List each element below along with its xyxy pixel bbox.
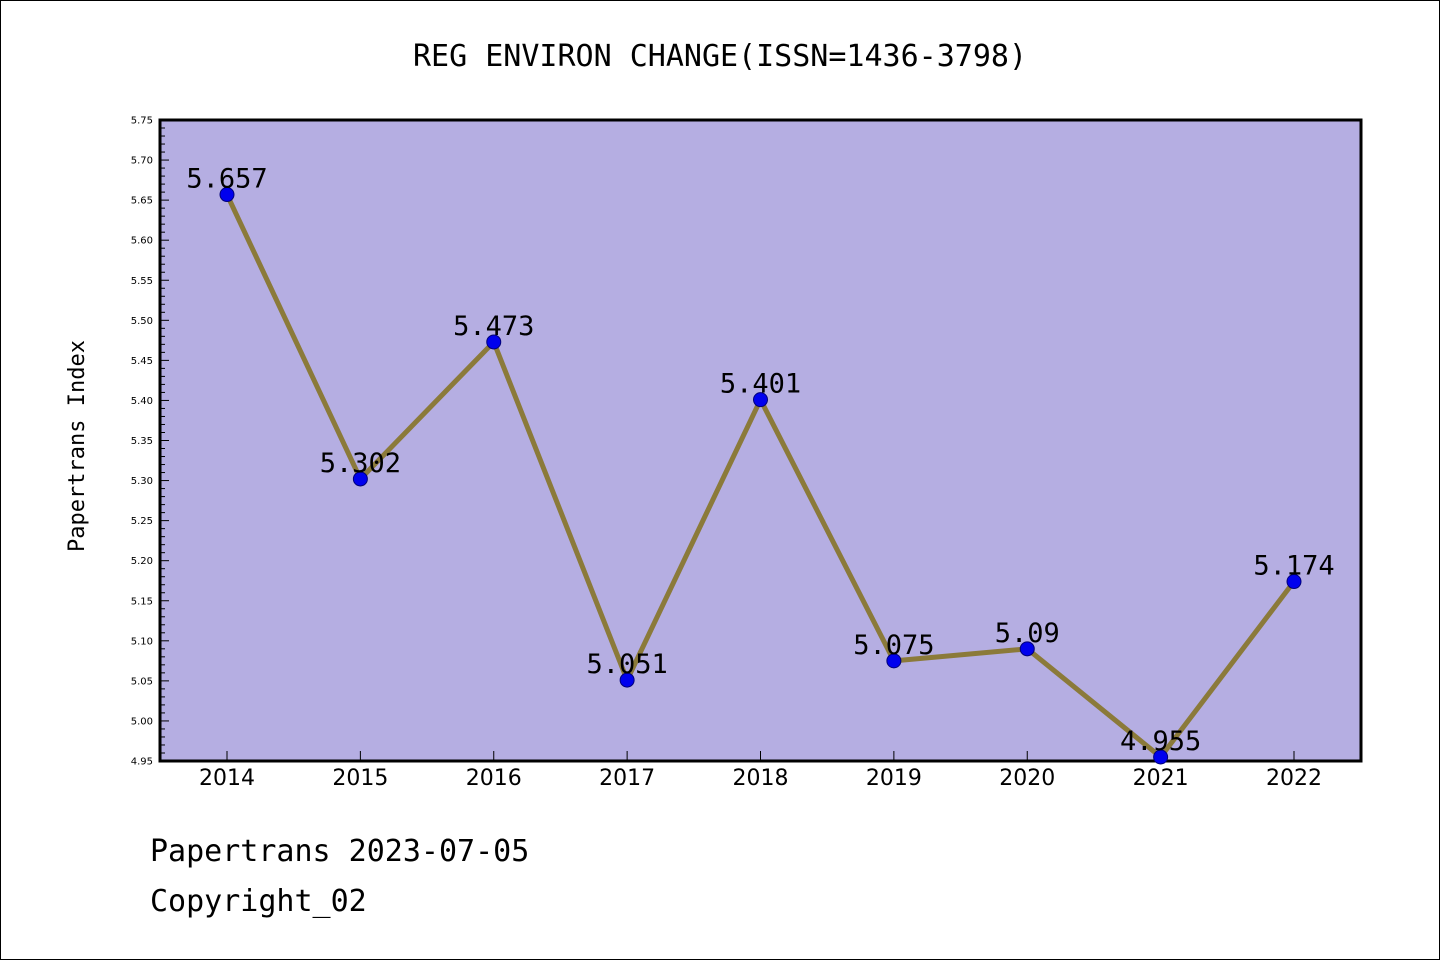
data-point-2018	[753, 392, 768, 408]
x-tick-label: 2014	[199, 766, 255, 791]
x-axis-ticks: 2014 2015 2016 2017 2018 2019 2020 2021 2022	[199, 751, 1322, 791]
y-tick-label: 4.95	[131, 757, 153, 768]
y-axis-label: Papertrans Index	[65, 340, 90, 552]
footer-date-line: Papertrans 2023-07-05	[150, 834, 530, 869]
data-label-2016: 5.473	[453, 311, 534, 342]
data-label-2018: 5.401	[720, 369, 801, 400]
data-point-2017	[619, 672, 635, 688]
data-label-2015: 5.302	[320, 448, 401, 479]
y-tick-label: 5.60	[131, 236, 153, 247]
data-label-2019: 5.075	[853, 630, 934, 661]
data-label-2020: 5.09	[995, 618, 1060, 649]
y-axis-ticks: 4.95 5.00 5.05 5.10 5.15 5.20 5.25 5.30 5.35 5.40…	[131, 116, 169, 768]
data-point-2020	[1019, 641, 1035, 657]
x-tick-label: 2016	[466, 766, 522, 791]
y-tick-label: 5.10	[131, 636, 153, 647]
data-point-2022	[1286, 574, 1302, 590]
y-tick-label: 5.25	[131, 516, 153, 527]
y-tick-label: 5.55	[131, 276, 153, 287]
data-point-2016	[486, 334, 502, 350]
x-tick-label: 2022	[1266, 766, 1322, 791]
series-layer	[219, 187, 1302, 765]
x-tick-label: 2021	[1133, 766, 1189, 791]
y-tick-label: 5.65	[131, 196, 153, 207]
x-tick-label: 2018	[733, 766, 789, 791]
footer-copyright-line: Copyright_02	[150, 884, 367, 919]
data-label-2022: 5.174	[1253, 551, 1334, 582]
y-tick-label: 5.50	[131, 316, 153, 327]
y-tick-label: 5.35	[131, 436, 153, 447]
data-labels: 5.657 5.302 5.473 5.051 5.401 5.075 5.09 4.955 5…	[186, 164, 1334, 757]
y-tick-label: 5.70	[131, 156, 153, 167]
y-tick-label: 5.45	[131, 356, 153, 367]
plot-area	[158, 118, 1363, 763]
y-tick-label: 5.15	[131, 596, 153, 607]
chart-title: REG ENVIRON CHANGE(ISSN=1436-3798)	[413, 39, 1027, 74]
x-tick-label: 2015	[332, 766, 388, 791]
data-point-2019	[886, 653, 902, 669]
x-tick-label: 2017	[599, 766, 655, 791]
y-tick-label: 5.05	[131, 676, 153, 687]
x-tick-label: 2020	[999, 766, 1055, 791]
y-tick-label: 5.40	[131, 396, 153, 407]
data-label-2014: 5.657	[186, 164, 267, 195]
y-tick-label: 5.75	[131, 116, 153, 127]
y-tick-label: 5.20	[131, 556, 153, 567]
x-tick-label: 2019	[866, 766, 922, 791]
y-tick-label: 5.00	[131, 716, 153, 727]
data-label-2017: 5.051	[586, 649, 667, 680]
data-point-2015	[352, 471, 368, 487]
data-point-2014	[219, 187, 235, 203]
data-point-2021	[1153, 749, 1169, 765]
data-label-2021: 4.955	[1120, 726, 1201, 757]
y-tick-label: 5.30	[131, 476, 153, 487]
